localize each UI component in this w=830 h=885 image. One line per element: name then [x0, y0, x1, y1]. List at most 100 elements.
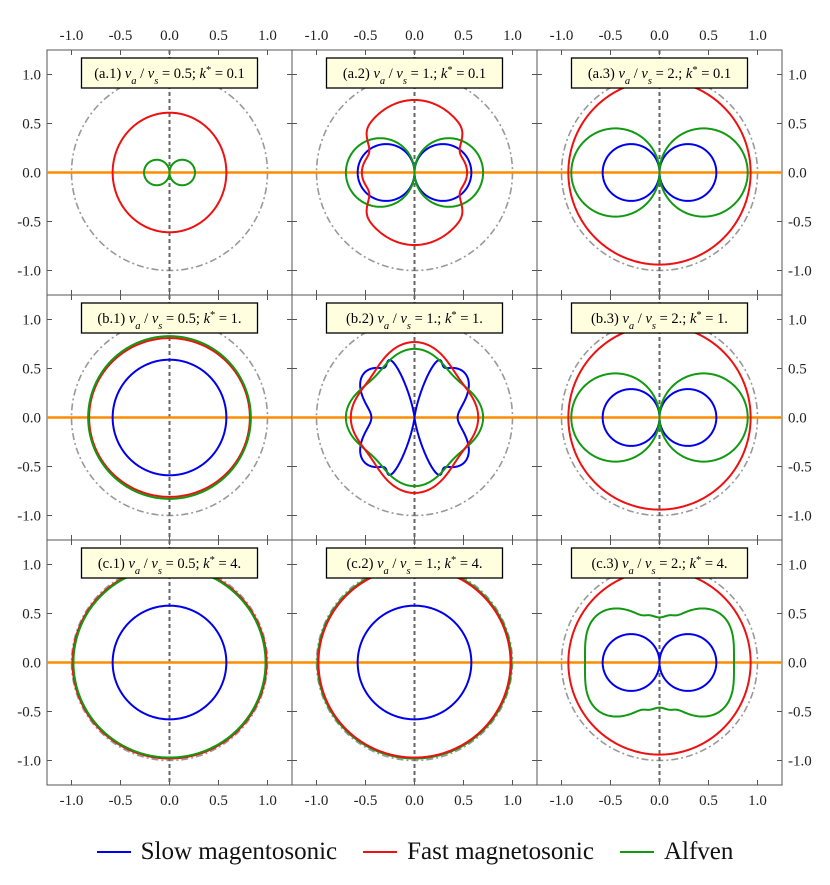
- y-tick-label-right: -1.0: [788, 264, 812, 280]
- panel-a2: (a.2) va / vs = 1.; k* = 0.1: [291, 49, 538, 296]
- legend: Slow magentosonic Fast magnetosonic Alfv…: [0, 838, 830, 866]
- panel-c2: (c.2) va / vs = 1.; k* = 4.: [291, 539, 538, 786]
- panel-a1: (a.1) va / vs = 0.5; k* = 0.1: [46, 49, 293, 296]
- y-tick-label-left: 0.0: [22, 411, 41, 427]
- y-tick-label-left: -1.0: [17, 264, 41, 280]
- x-tick-label-top: 0.5: [699, 28, 718, 44]
- panel-label-box: [570, 57, 749, 89]
- legend-label-slow: Slow magentosonic: [140, 838, 338, 865]
- x-tick-label-top: 1.0: [258, 28, 277, 44]
- y-tick-label-left: -0.5: [17, 705, 41, 721]
- curve-alfven: [344, 347, 485, 488]
- x-tick-label-bottom: -0.5: [599, 793, 623, 809]
- curve-slow: [111, 358, 228, 477]
- y-tick-label-right: -1.0: [788, 509, 812, 525]
- x-tick-label-top: -1.0: [550, 28, 574, 44]
- panel-label-text: (b.1) va / vs = 0.5; k* = 1.: [97, 310, 241, 332]
- y-tick-label-right: 1.0: [788, 313, 807, 329]
- y-tick-label-right: -0.5: [788, 215, 812, 231]
- y-tick-label-left: -0.5: [17, 460, 41, 476]
- panel-label-box: [570, 547, 749, 579]
- panel-plot-area: [47, 540, 292, 785]
- x-tick-label-top: 0.0: [650, 28, 669, 44]
- x-tick-label-bottom: 0.5: [699, 793, 718, 809]
- panel-label-text: (b.2) va / vs = 1.; k* = 1.: [346, 310, 483, 332]
- panel-label: (c.1) va / vs = 0.5; k* = 4.: [80, 547, 259, 579]
- curve-fast: [111, 111, 228, 234]
- y-tick-label-left: -1.0: [17, 754, 41, 770]
- x-tick-label-top: 0.0: [160, 28, 179, 44]
- panel-c3: (c.3) va / vs = 2.; k* = 4.: [536, 539, 783, 786]
- panel-a3: (a.3) va / vs = 2.; k* = 0.1: [536, 49, 783, 296]
- curve-slow: [601, 143, 718, 202]
- y-tick-label-right: 0.5: [788, 117, 807, 133]
- x-tick-label-top: -1.0: [305, 28, 329, 44]
- x-tick-label-bottom: 1.0: [258, 793, 277, 809]
- x-tick-label-bottom: -0.5: [109, 793, 133, 809]
- y-tick-label-right: 0.5: [788, 607, 807, 623]
- x-tick-label-bottom: 0.0: [160, 793, 179, 809]
- panel-label-text: (c.3) va / vs = 2.; k* = 4.: [591, 555, 727, 577]
- panel-label-text: (b.3) va / vs = 2.; k* = 1.: [591, 310, 728, 332]
- curve-fast: [317, 566, 512, 759]
- legend-label-fast: Fast magnetosonic: [407, 838, 594, 865]
- legend-swatch-fast: [363, 851, 398, 853]
- y-tick-label-left: 1.0: [22, 558, 41, 574]
- y-tick-label-right: 0.5: [788, 362, 807, 378]
- x-tick-label-bottom: -0.5: [354, 793, 378, 809]
- y-tick-label-left: -1.0: [17, 509, 41, 525]
- x-tick-label-bottom: -1.0: [60, 793, 84, 809]
- curve-alfven: [584, 607, 735, 718]
- panel-b2: (b.2) va / vs = 1.; k* = 1.: [291, 294, 538, 541]
- y-tick-label-left: 0.5: [22, 117, 41, 133]
- y-tick-label-right: -1.0: [788, 754, 812, 770]
- panel-label-box: [325, 302, 504, 334]
- curve-alfven: [87, 335, 252, 500]
- y-tick-label-left: 0.0: [22, 166, 41, 182]
- x-tick-label-bottom: 1.0: [503, 793, 522, 809]
- x-tick-label-top: 0.0: [405, 28, 424, 44]
- curve-alfven: [143, 158, 196, 187]
- panel-label-box: [80, 57, 259, 89]
- y-tick-label-right: 0.0: [788, 166, 807, 182]
- x-tick-label-top: -0.5: [109, 28, 133, 44]
- y-tick-label-left: 1.0: [22, 68, 41, 84]
- panel-label: (b.2) va / vs = 1.; k* = 1.: [325, 302, 504, 334]
- figure: (a.1) va / vs = 0.5; k* = 0.1 -1.0 -0.5 0.0…: [17, 28, 812, 809]
- y-tick-label-left: 0.0: [22, 656, 41, 672]
- legend-label-alfven: Alfven: [663, 838, 734, 865]
- legend-item-fast: Fast magnetosonic: [363, 838, 594, 866]
- x-tick-label-top: 0.5: [454, 28, 473, 44]
- panel-plot-area: [47, 295, 292, 540]
- panel-b3: (b.3) va / vs = 2.; k* = 1.: [536, 294, 783, 541]
- y-tick-label-right: 1.0: [788, 68, 807, 84]
- curve-slow: [111, 604, 228, 721]
- y-tick-label-right: 1.0: [788, 558, 807, 574]
- panel-label: (c.3) va / vs = 2.; k* = 4.: [570, 547, 749, 579]
- curve-fast: [360, 98, 469, 247]
- panel-label-text: (c.1) va / vs = 0.5; k* = 4.: [98, 555, 241, 577]
- y-tick-label-right: -0.5: [788, 705, 812, 721]
- panel-label-text: (a.3) va / vs = 2.; k* = 0.1: [588, 65, 731, 87]
- panel-label-text: (c.2) va / vs = 1.; k* = 4.: [346, 555, 482, 577]
- y-tick-label-right: -0.5: [788, 460, 812, 476]
- curve-slow: [601, 388, 718, 447]
- legend-item-slow: Slow magentosonic: [96, 838, 338, 866]
- panel-label-box: [570, 302, 749, 334]
- x-tick-label-top: 0.5: [209, 28, 228, 44]
- legend-swatch-alfven: [619, 851, 654, 853]
- curve-alfven: [344, 137, 485, 208]
- panel-label-box: [80, 302, 259, 334]
- curve-fast: [349, 341, 480, 494]
- curve-alfven: [72, 566, 267, 759]
- panel-label: (b.1) va / vs = 0.5; k* = 1.: [80, 302, 259, 334]
- curve-alfven: [570, 372, 749, 463]
- x-tick-label-bottom: -1.0: [550, 793, 574, 809]
- panel-label-text: (a.2) va / vs = 1.; k* = 0.1: [343, 65, 486, 87]
- curve-fast: [567, 569, 752, 756]
- panel-label-text: (a.1) va / vs = 0.5; k* = 0.1: [94, 65, 245, 87]
- curve-slow: [356, 143, 473, 202]
- panel-label-box: [80, 547, 259, 579]
- y-tick-label-left: 0.5: [22, 362, 41, 378]
- y-tick-label-right: 0.0: [788, 656, 807, 672]
